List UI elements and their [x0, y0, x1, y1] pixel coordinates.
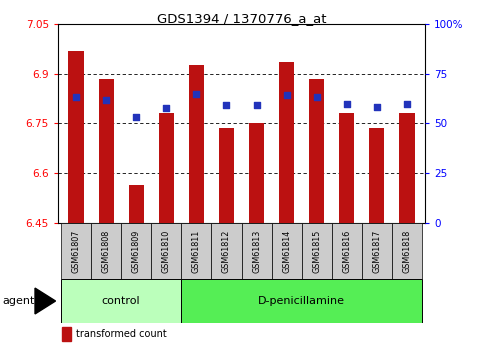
Bar [159, 114, 174, 223]
Point [72, 94, 80, 100]
Point [193, 91, 200, 96]
Point [373, 104, 381, 110]
Text: GSM61807: GSM61807 [71, 229, 81, 273]
Point [132, 114, 140, 119]
Bar [99, 79, 114, 223]
Bar [219, 128, 234, 223]
Point [253, 102, 260, 108]
Point [283, 92, 290, 98]
Point [313, 94, 321, 100]
Text: GSM61814: GSM61814 [282, 229, 291, 273]
Bar [181, 279, 422, 323]
Bar [399, 114, 414, 223]
Point [102, 97, 110, 103]
Bar [128, 185, 144, 223]
Text: agent: agent [2, 296, 35, 306]
Text: control: control [102, 296, 141, 306]
Bar [369, 128, 384, 223]
Text: GSM61816: GSM61816 [342, 229, 351, 273]
Bar [69, 51, 84, 223]
Text: GSM61818: GSM61818 [402, 229, 412, 273]
Text: GSM61810: GSM61810 [162, 229, 171, 273]
Bar [61, 223, 91, 279]
Bar [242, 223, 271, 279]
Bar [309, 79, 324, 223]
Bar [362, 223, 392, 279]
Bar [61, 279, 181, 323]
Bar [91, 223, 121, 279]
Bar [332, 223, 362, 279]
Bar [279, 62, 294, 223]
Text: GSM61817: GSM61817 [372, 229, 382, 273]
Text: GSM61809: GSM61809 [132, 229, 141, 273]
Text: GSM61812: GSM61812 [222, 229, 231, 273]
Point [223, 102, 230, 108]
Bar [302, 223, 332, 279]
Bar [62, 327, 71, 342]
Text: GSM61811: GSM61811 [192, 229, 201, 273]
Point [343, 101, 351, 106]
Bar [121, 223, 151, 279]
Polygon shape [35, 288, 56, 314]
Text: GDS1394 / 1370776_a_at: GDS1394 / 1370776_a_at [157, 12, 326, 25]
Bar [339, 114, 355, 223]
Point [403, 101, 411, 106]
Text: D-penicillamine: D-penicillamine [258, 296, 345, 306]
Bar [181, 223, 212, 279]
Bar [392, 223, 422, 279]
Bar [189, 66, 204, 223]
Text: GSM61815: GSM61815 [312, 229, 321, 273]
Bar [151, 223, 181, 279]
Text: transformed count: transformed count [75, 329, 166, 339]
Bar [249, 124, 264, 223]
Text: GSM61813: GSM61813 [252, 229, 261, 273]
Text: GSM61808: GSM61808 [101, 229, 111, 273]
Bar [212, 223, 242, 279]
Bar [271, 223, 302, 279]
Point [162, 106, 170, 111]
